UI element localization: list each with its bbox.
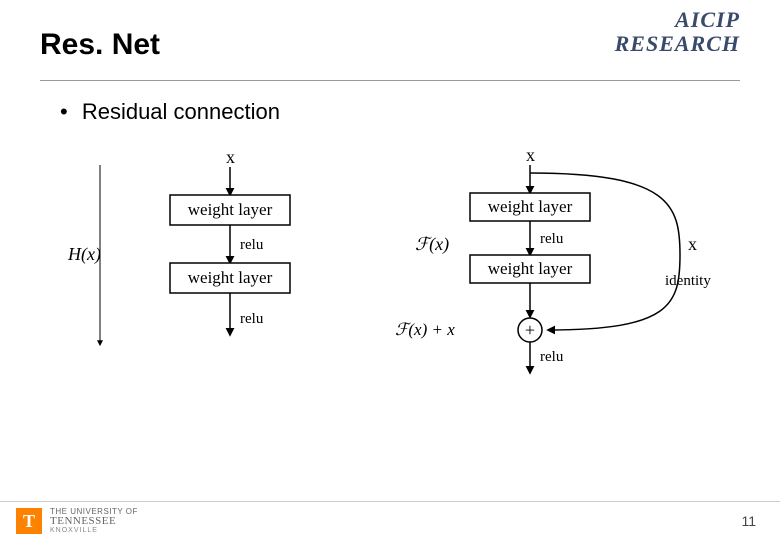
x-input-left: x xyxy=(226,147,235,167)
fx-label: ℱ(x) xyxy=(415,234,449,255)
slide-title: Res. Net xyxy=(40,28,160,62)
residual-block-svg: x x identity ℱ(x) weight layer relu weig… xyxy=(370,145,730,385)
block1-label-left: weight layer xyxy=(188,200,273,219)
fx-plus-x-label: ℱ(x) + x xyxy=(395,320,455,339)
relu2-left: relu xyxy=(240,311,264,327)
plain-network-svg: H(x) x weight layer relu weight layer re… xyxy=(50,145,350,375)
block1-label-right: weight layer xyxy=(488,197,573,216)
relu2-right: relu xyxy=(540,349,564,365)
ut-line3: KNOXVILLE xyxy=(50,527,138,534)
page-number: 11 xyxy=(741,513,756,529)
diagram-plain-network: H(x) x weight layer relu weight layer re… xyxy=(50,145,350,390)
plus-symbol: + xyxy=(525,320,535,340)
x-input-right: x xyxy=(526,145,535,165)
identity-label: identity xyxy=(665,273,711,289)
bullet-marker: • xyxy=(60,99,68,124)
relu1-right: relu xyxy=(540,231,564,247)
ut-t-icon: T xyxy=(16,508,42,534)
aicip-logo: AICIP RESEARCH xyxy=(615,8,740,56)
block2-label-left: weight layer xyxy=(188,268,273,287)
ut-line2: TENNESSEE xyxy=(50,516,138,527)
logo-line1: AICIP xyxy=(615,8,740,32)
bullet-text: Residual connection xyxy=(82,99,280,124)
block2-label-right: weight layer xyxy=(488,259,573,278)
logo-line2: RESEARCH xyxy=(615,32,740,56)
skip-x-label: x xyxy=(688,234,697,254)
hx-label: H(x) xyxy=(67,244,101,265)
relu1-left: relu xyxy=(240,237,264,253)
title-underline xyxy=(40,80,740,81)
diagram-residual-block: x x identity ℱ(x) weight layer relu weig… xyxy=(370,145,730,390)
ut-logo: T THE UNIVERSITY OF TENNESSEE KNOXVILLE xyxy=(16,508,138,534)
bullet-line: • Residual connection xyxy=(0,99,780,125)
